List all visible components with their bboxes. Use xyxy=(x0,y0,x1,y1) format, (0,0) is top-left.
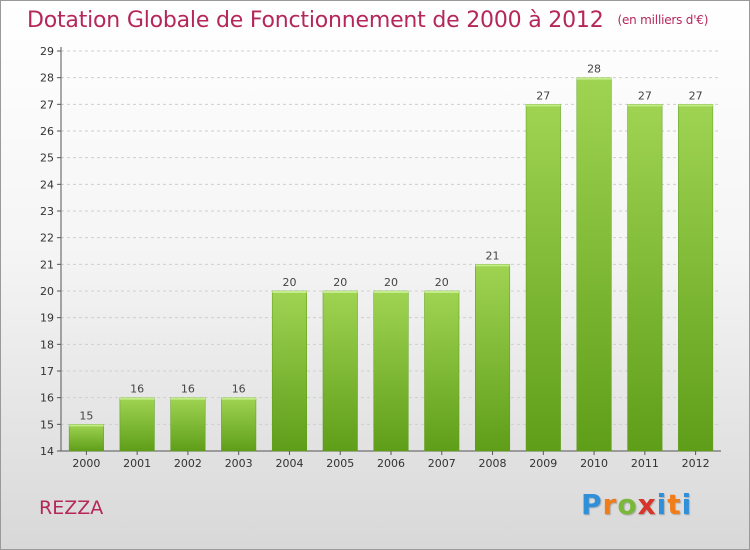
value-label-2012: 27 xyxy=(689,89,703,102)
bar-2002 xyxy=(170,397,206,452)
x-tick-label-2004: 2004 xyxy=(275,457,303,470)
value-label-2001: 16 xyxy=(130,383,144,396)
x-tick-label-2009: 2009 xyxy=(529,457,557,470)
bar-highlight xyxy=(119,397,155,400)
bar-2011 xyxy=(627,104,663,452)
bar-2009 xyxy=(525,104,561,452)
bar-2008 xyxy=(475,264,511,452)
y-tick-label: 26 xyxy=(40,125,54,138)
bar-highlight xyxy=(69,424,104,427)
x-tick-label-2008: 2008 xyxy=(479,457,507,470)
chart-title: Dotation Globale de Fonctionnement de 20… xyxy=(27,8,708,33)
y-tick-label: 15 xyxy=(40,418,54,431)
value-label-2007: 20 xyxy=(435,276,449,289)
bars xyxy=(68,77,714,452)
y-tick-label: 18 xyxy=(40,338,54,351)
value-label-2009: 27 xyxy=(536,89,550,102)
bar-2007 xyxy=(424,290,460,452)
x-tick-label-2005: 2005 xyxy=(326,457,354,470)
y-tick-label: 20 xyxy=(40,285,54,298)
y-tick-label: 28 xyxy=(40,72,54,85)
x-tick-label-2000: 2000 xyxy=(72,457,100,470)
bar-2006 xyxy=(373,290,409,452)
value-label-2008: 21 xyxy=(486,249,500,262)
commune-name: REZZA xyxy=(39,497,104,519)
bar-highlight xyxy=(424,291,460,293)
bar-2012 xyxy=(678,104,714,452)
value-label-2010: 28 xyxy=(587,63,601,76)
bar-highlight xyxy=(526,104,561,107)
x-tick-label-2003: 2003 xyxy=(225,457,253,470)
value-label-2006: 20 xyxy=(384,276,398,289)
bar-2005 xyxy=(322,290,358,452)
bar-2003 xyxy=(221,397,257,452)
bar-highlight xyxy=(678,104,713,107)
y-tick-label: 23 xyxy=(40,205,54,218)
value-label-2004: 20 xyxy=(282,276,296,289)
y-tick-label: 14 xyxy=(40,445,54,458)
value-label-2011: 27 xyxy=(638,89,652,102)
y-tick-label: 21 xyxy=(40,258,54,271)
bar-highlight xyxy=(373,291,409,293)
x-tick-label-2010: 2010 xyxy=(580,457,608,470)
x-tick-label-2007: 2007 xyxy=(428,457,456,470)
bar-2010 xyxy=(576,77,612,452)
bar-2001 xyxy=(119,397,155,452)
y-tick-label: 25 xyxy=(40,152,54,165)
x-tick-label-2002: 2002 xyxy=(174,457,202,470)
y-tick-label: 22 xyxy=(40,232,54,245)
bar-highlight xyxy=(576,77,612,80)
proxiti-logo: Proxiti xyxy=(581,488,693,521)
x-tick-label-2006: 2006 xyxy=(377,457,405,470)
bar-highlight xyxy=(627,104,663,107)
bar-highlight xyxy=(475,264,510,267)
y-tick-label: 19 xyxy=(40,312,54,325)
value-label-2002: 16 xyxy=(181,383,195,396)
bar-highlight xyxy=(170,397,206,400)
y-tick-label: 17 xyxy=(40,365,54,378)
bar-highlight xyxy=(221,397,256,400)
labels: 14 15 16 17 18 19 20 21 22 23 24 25 26 27 28 29 15 2000 16… xyxy=(40,45,710,470)
value-label-2005: 20 xyxy=(333,276,347,289)
value-label-2003: 16 xyxy=(232,383,246,396)
bar-highlight xyxy=(272,291,307,293)
x-tick-label-2001: 2001 xyxy=(123,457,151,470)
bar-2004 xyxy=(271,290,307,452)
chart-unit-note: (en milliers d'€) xyxy=(617,13,709,27)
value-label-2000: 15 xyxy=(79,409,93,422)
chart-title-text: Dotation Globale de Fonctionnement de 20… xyxy=(27,8,604,33)
y-tick-label: 29 xyxy=(40,45,54,58)
y-tick-label: 24 xyxy=(40,178,54,191)
y-tick-label: 16 xyxy=(40,392,54,405)
y-tick-label: 27 xyxy=(40,98,54,111)
bar-highlight xyxy=(322,291,358,293)
x-tick-label-2012: 2012 xyxy=(682,457,710,470)
x-tick-label-2011: 2011 xyxy=(631,457,659,470)
bar-2000 xyxy=(68,424,104,452)
